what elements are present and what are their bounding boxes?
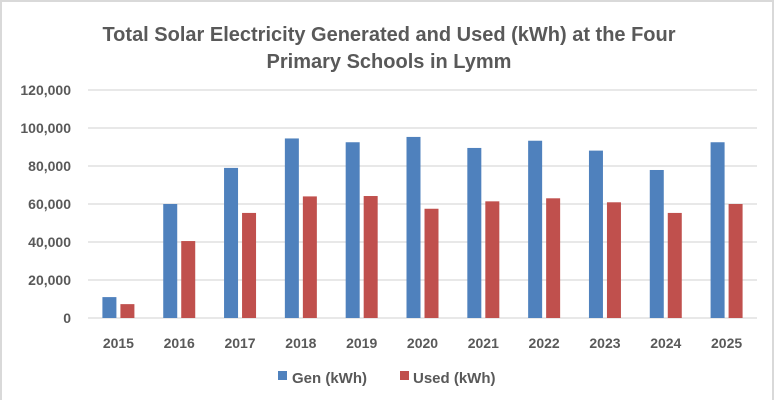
bar-gen-2015[interactable]	[102, 297, 117, 318]
x-tick-label: 2016	[164, 335, 195, 351]
bar-gen-2017[interactable]	[224, 167, 239, 318]
bar-used-2024[interactable]	[667, 212, 682, 318]
bar-used-2021[interactable]	[485, 201, 500, 318]
y-tick-label: 0	[63, 310, 71, 326]
x-tick-label: 2018	[285, 335, 316, 351]
legend-label-used: Used (kWh)	[413, 370, 496, 387]
bar-used-2023[interactable]	[606, 202, 621, 318]
x-tick-label: 2019	[346, 335, 377, 351]
x-tick-label: 2022	[529, 335, 560, 351]
bar-gen-2022[interactable]	[528, 140, 543, 318]
bar-gen-2024[interactable]	[649, 169, 664, 318]
x-tick-label: 2024	[650, 335, 681, 351]
chart-title-line-1: Total Solar Electricity Generated and Us…	[102, 24, 675, 46]
y-tick-label: 80,000	[28, 158, 71, 174]
bar-used-2020[interactable]	[424, 208, 439, 318]
legend-swatch-used	[400, 371, 409, 380]
bar-used-2025[interactable]	[728, 204, 743, 318]
gridlines	[88, 89, 757, 319]
bar-used-2016[interactable]	[181, 241, 196, 318]
legend[interactable]: Gen (kWh) Used (kWh)	[278, 370, 496, 387]
x-tick-label: 2021	[468, 335, 499, 351]
y-tick-label: 120,000	[20, 82, 71, 98]
bar-gen-2023[interactable]	[588, 150, 603, 318]
bar-used-2019[interactable]	[363, 196, 378, 318]
bar-used-2017[interactable]	[242, 212, 257, 318]
y-tick-label: 40,000	[28, 234, 71, 250]
bar-gen-2025[interactable]	[710, 142, 725, 318]
x-tick-label: 2017	[224, 335, 255, 351]
y-tick-label: 20,000	[28, 272, 71, 288]
x-axis-tick-labels: 2015 2016 2017 2018 2019 2020 2021 2022 2023 2024…	[103, 335, 743, 351]
bar-gen-2018[interactable]	[284, 138, 299, 318]
x-tick-label: 2023	[589, 335, 620, 351]
bar-gen-2021[interactable]	[467, 147, 482, 318]
bar-gen-2020[interactable]	[406, 136, 421, 318]
y-tick-label: 100,000	[20, 120, 71, 136]
bar-used-2018[interactable]	[302, 196, 317, 318]
chart-title: Total Solar Electricity Generated and Us…	[102, 24, 675, 73]
x-tick-label: 2015	[103, 335, 134, 351]
bar-gen-2019[interactable]	[345, 142, 360, 318]
y-axis-tick-labels: 0 20,000 40,000 60,000 80,000 100,000 120,000	[20, 82, 71, 326]
bars	[102, 136, 743, 318]
bar-used-2022[interactable]	[546, 198, 561, 318]
bar-gen-2016[interactable]	[163, 204, 178, 318]
legend-label-gen: Gen (kWh)	[292, 370, 367, 387]
chart-title-line-2: Primary Schools in Lymm	[267, 51, 512, 73]
y-tick-label: 60,000	[28, 196, 71, 212]
bar-used-2015[interactable]	[120, 304, 135, 318]
x-tick-label: 2025	[711, 335, 742, 351]
x-tick-label: 2020	[407, 335, 438, 351]
legend-swatch-gen	[278, 371, 287, 380]
